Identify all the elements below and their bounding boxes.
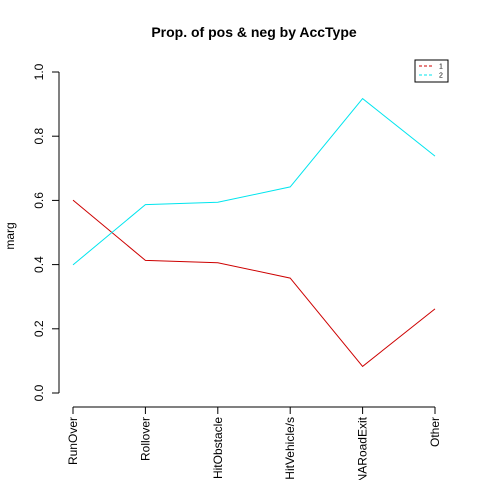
y-tick-label: 0.6 [32, 192, 46, 209]
x-tick-label: RunOver [66, 417, 80, 465]
legend-box [414, 59, 449, 83]
series-line-2 [72, 97, 436, 266]
y-tick-label: 0.2 [32, 320, 46, 337]
y-axis-label: marg [3, 222, 17, 249]
legend: 12 [414, 59, 449, 83]
x-tick-label: NARoadExit [356, 416, 370, 480]
y-tick-label: 0.8 [32, 128, 46, 145]
y-axis: 0.0 0.2 0.4 0.6 0.8 1.0 [32, 63, 60, 401]
legend-label: 2 [439, 73, 443, 80]
chart-title: Prop. of pos & neg by AccType [151, 24, 357, 40]
x-axis: RunOver Rollover HitObstacle HitVehicle/s NA… [66, 406, 442, 480]
series-layer [72, 97, 436, 368]
x-tick-label: HitVehicle/s [283, 417, 297, 480]
y-tick-label: 0.4 [32, 256, 46, 273]
y-tick-label: 1.0 [32, 63, 46, 80]
series-line-1 [72, 199, 436, 368]
legend-label: 1 [439, 64, 443, 71]
x-tick-label: Rollover [138, 417, 152, 461]
y-tick-label: 0.0 [32, 384, 46, 401]
x-tick-label: Other [428, 417, 442, 447]
x-tick-label: HitObstacle [211, 417, 225, 479]
